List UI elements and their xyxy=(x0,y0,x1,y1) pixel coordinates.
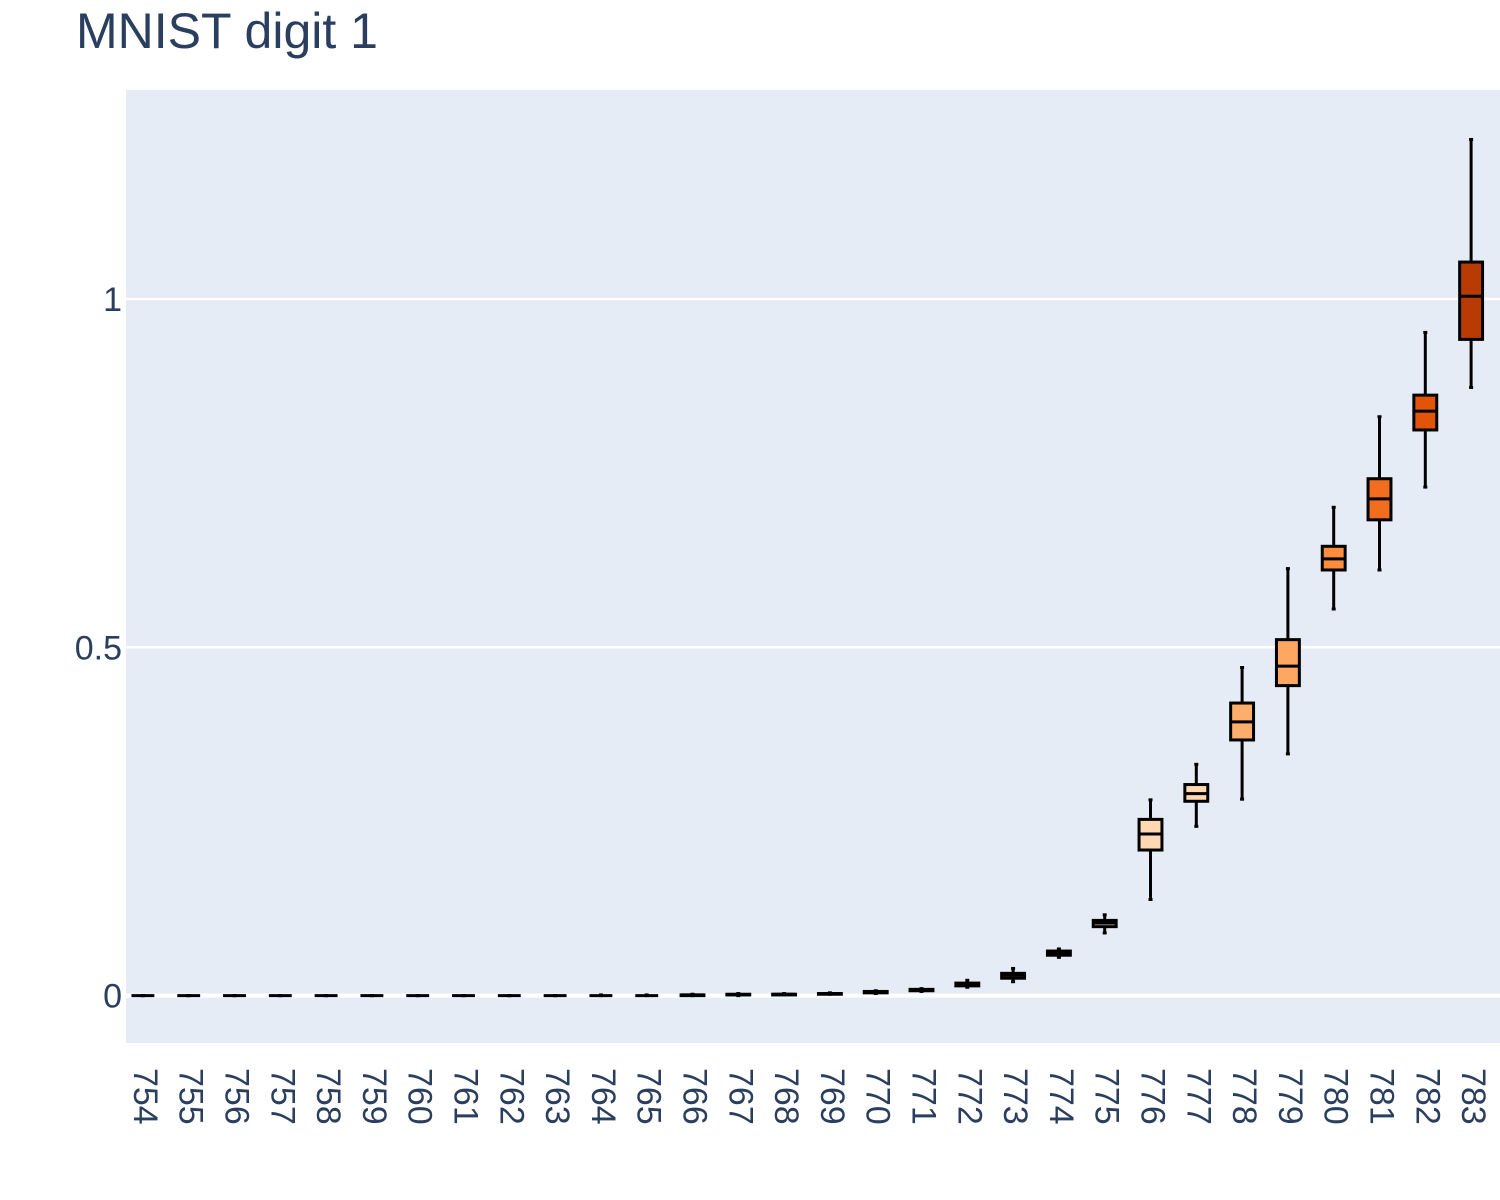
x-tick-label: 766 xyxy=(676,1068,714,1125)
box-771 xyxy=(908,987,935,993)
box-767 xyxy=(725,992,752,998)
x-tick-label: 778 xyxy=(1225,1068,1263,1125)
x-tick-label: 758 xyxy=(309,1068,347,1125)
x-tick-label: 764 xyxy=(584,1068,622,1125)
box-body xyxy=(1274,638,1301,688)
x-tick-label: 776 xyxy=(1134,1068,1172,1125)
x-tick-label: 756 xyxy=(218,1068,256,1125)
box-768 xyxy=(771,992,798,997)
x-tick-label: 782 xyxy=(1408,1068,1446,1125)
x-tick-label: 775 xyxy=(1088,1068,1126,1125)
y-tick-label: 0 xyxy=(103,978,122,1016)
y-tick-label: 1 xyxy=(103,281,122,319)
box-774 xyxy=(1045,947,1072,959)
plot-area xyxy=(126,90,1500,1043)
x-tick-label: 757 xyxy=(263,1068,301,1125)
x-tick-label: 783 xyxy=(1454,1068,1492,1125)
box-body xyxy=(1458,260,1485,341)
box-779 xyxy=(1274,567,1301,756)
x-tick-label: 767 xyxy=(721,1068,759,1125)
box-780 xyxy=(1320,505,1347,611)
y-axis: 00.51 xyxy=(75,281,122,1016)
x-tick-label: 765 xyxy=(630,1068,668,1125)
x-tick-label: 770 xyxy=(859,1068,897,1125)
box-764 xyxy=(589,993,613,998)
box-781 xyxy=(1366,415,1393,572)
x-tick-label: 773 xyxy=(996,1068,1034,1125)
x-tick-label: 761 xyxy=(447,1068,485,1125)
x-tick-label: 769 xyxy=(813,1068,851,1125)
x-tick-label: 763 xyxy=(538,1068,576,1125)
box-775 xyxy=(1091,913,1118,935)
y-tick-label: 0.5 xyxy=(75,629,122,667)
box-773 xyxy=(1000,966,1027,984)
x-tick-label: 759 xyxy=(355,1068,393,1125)
x-tick-label: 768 xyxy=(767,1068,805,1125)
x-tick-label: 781 xyxy=(1363,1068,1401,1125)
x-tick-label: 772 xyxy=(950,1068,988,1125)
chart-title: MNIST digit 1 xyxy=(76,3,378,59)
box-772 xyxy=(954,978,981,989)
x-tick-label: 755 xyxy=(172,1068,210,1125)
boxes xyxy=(131,137,1485,998)
box-776 xyxy=(1137,798,1164,901)
box-770 xyxy=(862,989,889,996)
x-tick-label: 762 xyxy=(492,1068,530,1125)
box-782 xyxy=(1412,330,1439,489)
box-783 xyxy=(1458,137,1485,389)
box-778 xyxy=(1229,666,1256,801)
x-tick-label: 779 xyxy=(1271,1068,1309,1125)
x-tick-label: 780 xyxy=(1317,1068,1355,1125)
box-769 xyxy=(816,991,843,996)
x-tick-label: 774 xyxy=(1042,1068,1080,1125)
gridlines xyxy=(126,297,1500,998)
x-tick-label: 777 xyxy=(1179,1068,1217,1125)
x-axis: 754 755 756 757 758 759 760 761 762 763 764 765 766 7… xyxy=(126,1068,1492,1125)
x-tick-label: 760 xyxy=(401,1068,439,1125)
x-tick-label: 771 xyxy=(905,1068,943,1125)
box-766 xyxy=(679,992,706,998)
x-tick-label: 754 xyxy=(126,1068,164,1125)
box-765 xyxy=(635,993,659,998)
box-777 xyxy=(1183,762,1210,828)
